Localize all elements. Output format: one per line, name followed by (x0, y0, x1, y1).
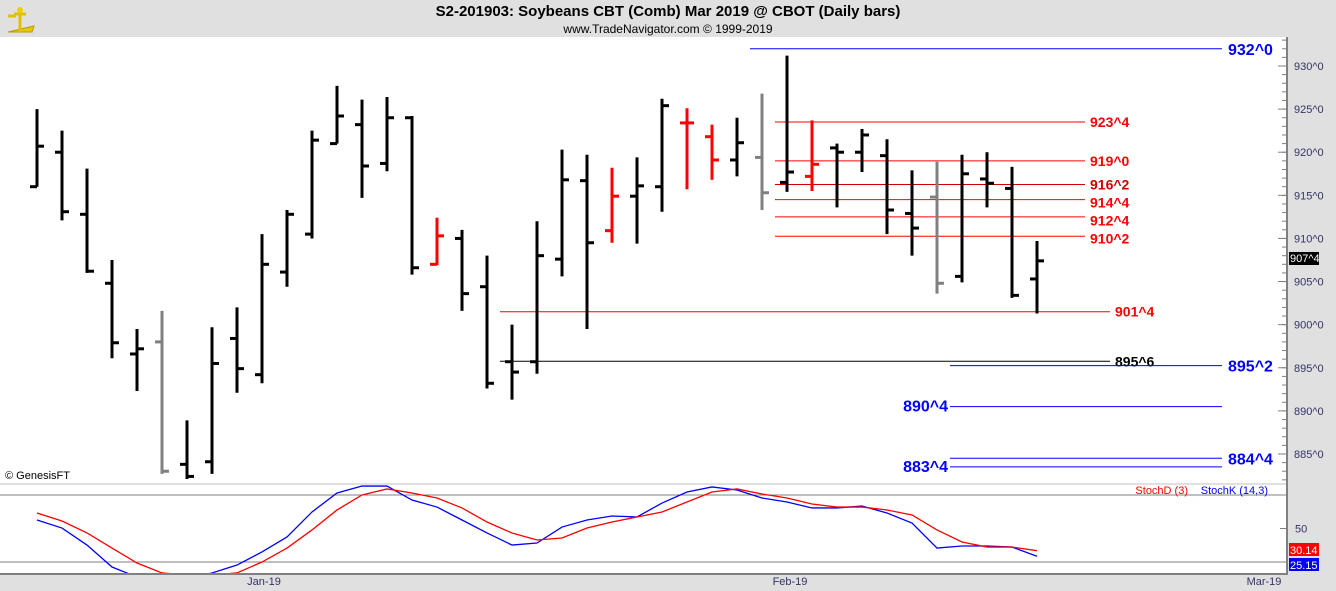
price-bar (930, 161, 944, 294)
price-bar (855, 128, 869, 173)
legend-stochk: StochK (14,3) (1201, 485, 1268, 497)
price-bar (105, 259, 119, 359)
price-bar (280, 209, 294, 287)
y-tick-label: 920^0 (1294, 147, 1324, 159)
stochd-line (36, 488, 1038, 573)
price-bar (80, 168, 94, 273)
y-tick-label: 930^0 (1294, 61, 1324, 73)
level-label: 923^4 (1090, 114, 1130, 130)
level-label: 884^4 (1228, 451, 1273, 468)
price-bar (805, 120, 819, 192)
sextant-logo-icon (7, 7, 35, 33)
price-bar (30, 109, 44, 189)
level-label: 916^2 (1090, 177, 1130, 193)
price-panel (0, 37, 1287, 483)
level-label: 914^4 (1090, 195, 1130, 211)
stochd-value-badge (1289, 543, 1319, 556)
chart-subtitle: www.TradeNavigator.com © 1999-2019 (563, 22, 773, 36)
price-bar (580, 154, 594, 329)
level-label: 901^4 (1115, 304, 1155, 320)
y-tick-label: 915^0 (1294, 190, 1324, 202)
stoch-panel (0, 485, 1287, 573)
price-bar (330, 85, 344, 146)
x-tick-label: Jan-19 (247, 576, 281, 588)
price-bar (630, 157, 644, 244)
price-bar (705, 124, 719, 180)
price-bar (780, 55, 794, 192)
level-label: 895^6 (1115, 353, 1155, 369)
price-bar (455, 229, 469, 311)
price-bar (555, 149, 569, 277)
price-bar (505, 324, 519, 400)
price-bar (405, 116, 419, 275)
price-bar (955, 154, 969, 283)
price-bar (155, 310, 169, 474)
price-bar (480, 255, 494, 389)
legend-stochd: StochD (3) (1135, 485, 1188, 497)
price-bar (205, 327, 219, 474)
price-bar (605, 167, 619, 243)
price-bar (305, 130, 319, 239)
price-bar (180, 420, 194, 479)
price-bar (230, 307, 244, 393)
price-bar (130, 328, 144, 392)
y-tick-label: 900^0 (1294, 320, 1324, 332)
price-bar (980, 152, 994, 208)
level-label: 912^4 (1090, 213, 1130, 229)
last-price-label: 907^4 (1290, 253, 1320, 265)
price-bar (880, 139, 894, 235)
level-label: 890^4 (903, 399, 948, 416)
y-tick-label: 910^0 (1294, 233, 1324, 245)
price-bar (905, 170, 919, 256)
copyright: © GenesisFT (5, 470, 70, 482)
chart-title: S2-201903: Soybeans CBT (Comb) Mar 2019 … (435, 3, 901, 20)
last-price-badge (1289, 251, 1319, 265)
y-tick-label: 895^0 (1294, 363, 1324, 375)
price-bar (430, 217, 444, 266)
price-bar (355, 99, 369, 198)
stoch-y-tick-label: 50 (1295, 524, 1307, 536)
price-bar (530, 221, 544, 374)
price-bar (380, 97, 394, 172)
price-bar (680, 108, 694, 190)
price-bar (730, 117, 744, 177)
y-tick-label: 890^0 (1294, 406, 1324, 418)
price-bar (655, 98, 669, 212)
y-tick-label: 925^0 (1294, 104, 1324, 116)
price-bar (755, 93, 769, 210)
stochk-value-badge (1289, 558, 1319, 571)
price-bar (830, 143, 844, 208)
price-bar (1005, 166, 1019, 298)
price-bar (1030, 241, 1044, 314)
level-label: 919^0 (1090, 153, 1130, 169)
price-bar (55, 130, 69, 221)
y-tick-label: 905^0 (1294, 277, 1324, 289)
level-label: 895^2 (1228, 359, 1273, 376)
stochd-value: 30.14 (1290, 545, 1318, 557)
y-tick-label: 885^0 (1294, 449, 1324, 461)
level-label: 932^0 (1228, 42, 1273, 59)
level-label: 910^2 (1090, 231, 1130, 247)
level-label: 883^4 (903, 459, 948, 476)
price-bar (255, 234, 269, 384)
x-tick-label: Feb-19 (773, 576, 808, 588)
x-tick-label: Mar-19 (1247, 576, 1282, 588)
stochk-value: 25.15 (1290, 560, 1318, 572)
